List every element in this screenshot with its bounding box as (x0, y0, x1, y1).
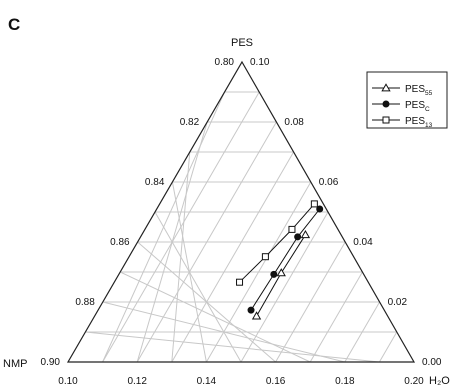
grid-line (344, 301, 381, 363)
right-tick-label: 0.06 (319, 177, 339, 188)
right-tick-label: 0.02 (388, 297, 408, 308)
grid-line (119, 271, 311, 363)
top-vertex-label: PES (231, 37, 253, 49)
data-point (261, 253, 269, 261)
data-point (251, 311, 262, 320)
bottom-tick-label: 0.20 (404, 376, 424, 387)
tick-labels: 0.80 0.82 0.84 0.86 0.88 0.90 0.10 0.08 0.06 0.04… (41, 57, 442, 387)
ternary-grid (85, 91, 398, 363)
bottom-tick-label: 0.12 (127, 376, 147, 387)
right-vertex-label: H₂O (429, 375, 450, 387)
right-tick-label: 0.08 (284, 117, 304, 128)
right-tick-label: 0.00 (422, 357, 442, 368)
data-point (236, 278, 244, 286)
grid-line (85, 331, 380, 363)
grid-line (240, 211, 329, 363)
grid-line (171, 151, 295, 363)
legend-marker (381, 83, 391, 92)
right-tick-label: 0.04 (353, 237, 373, 248)
data-point (288, 225, 296, 233)
bottom-tick-label: 0.14 (197, 376, 217, 387)
data-point (276, 268, 286, 277)
triangle-frame (66, 60, 416, 363)
left-vertex-label: NMP (3, 358, 27, 370)
data-point (294, 233, 302, 241)
left-tick-label: 0.80 (215, 57, 235, 68)
legend-marker (382, 116, 390, 124)
left-tick-label: 0.86 (110, 237, 130, 248)
legend-box (366, 71, 448, 129)
right-tick-label: 0.10 (250, 57, 270, 68)
bottom-tick-label: 0.10 (58, 376, 78, 387)
left-tick-label: 0.88 (75, 297, 95, 308)
grid-line (154, 211, 242, 363)
grid-line (102, 301, 345, 363)
data-point (300, 229, 311, 239)
series-line-1 (250, 208, 321, 311)
left-tick-label: 0.84 (145, 177, 165, 188)
data-point (247, 306, 255, 314)
left-tick-label: 0.82 (180, 117, 200, 128)
data-point (310, 200, 318, 208)
grid-line (378, 331, 398, 363)
series-line-2 (239, 203, 315, 283)
bottom-tick-label: 0.16 (266, 376, 286, 387)
bottom-tick-label: 0.18 (335, 376, 355, 387)
legend-marker (382, 100, 390, 108)
data-point (316, 205, 324, 213)
left-tick-label: 0.90 (41, 357, 61, 368)
grid-line (275, 241, 346, 363)
grid-line (309, 271, 363, 363)
legend-label: PESC (405, 100, 430, 113)
panel-label: C (8, 15, 20, 34)
grid-line (137, 241, 276, 363)
data-point (270, 270, 278, 278)
data-series (236, 200, 324, 320)
